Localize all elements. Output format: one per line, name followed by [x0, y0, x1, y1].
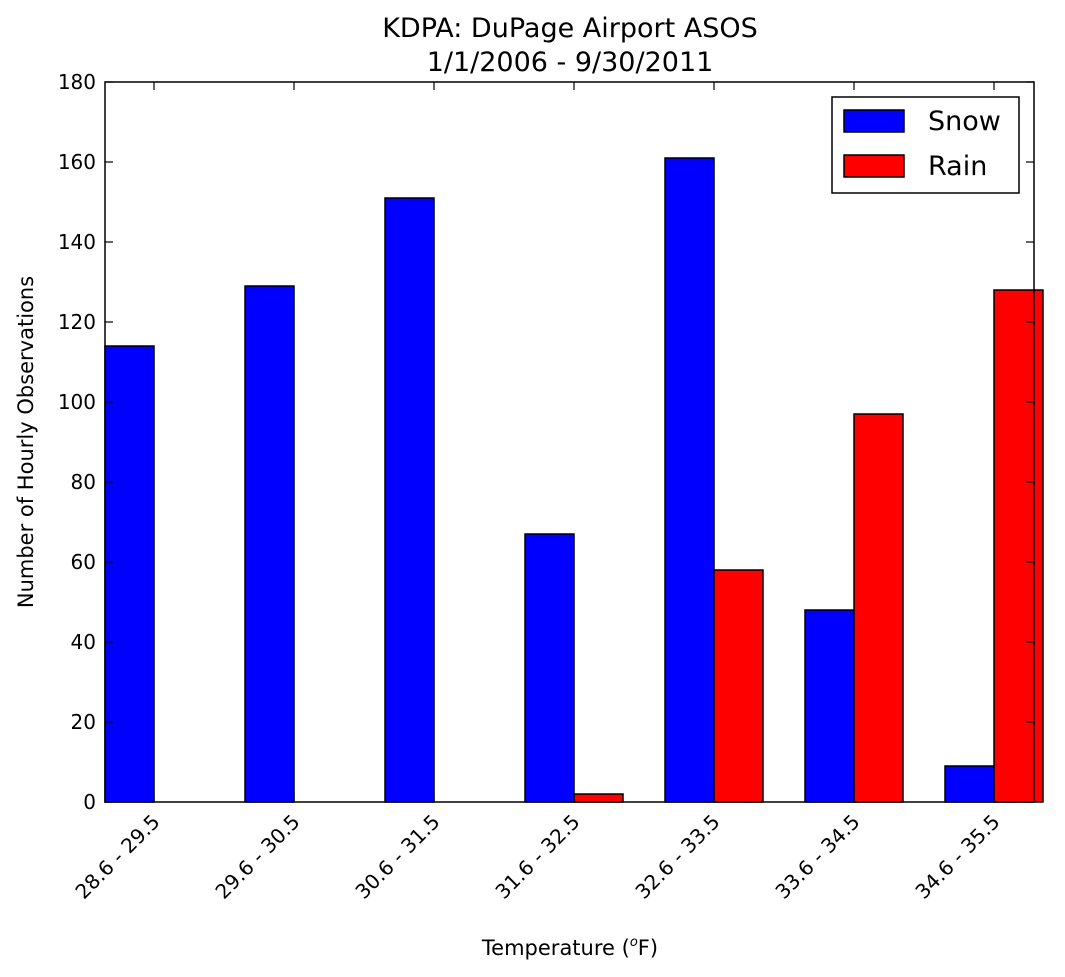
bar-snow-6 [944, 765, 995, 803]
bar-snow-5 [804, 609, 855, 803]
x-tick-label-1: 29.6 - 30.5 [210, 810, 304, 904]
x-axis-label-sup: o [630, 935, 638, 950]
x-tick-label-6: 34.6 - 35.5 [910, 810, 1004, 904]
y-axis-label: Number of Hourly Observations [14, 276, 38, 608]
plot-frame [104, 81, 1035, 803]
bar-rain-4 [713, 569, 764, 803]
y-tick-label-1: 20 [71, 710, 96, 734]
legend-label-rain: Rain [928, 151, 987, 182]
bars-layer [104, 157, 1044, 803]
legend-swatch-rain [843, 154, 905, 178]
x-tick-label-0: 28.6 - 29.5 [70, 810, 164, 904]
bar-snow-0 [104, 345, 155, 803]
y-tick-label-5: 100 [58, 390, 96, 414]
x-axis-label-unit: F) [638, 936, 658, 960]
bar-snow-2 [384, 197, 435, 803]
legend-label-snow: Snow [928, 106, 1001, 137]
y-tick-label-6: 120 [58, 310, 96, 334]
bar-snow-1 [244, 285, 295, 803]
bar-rain-3 [573, 793, 624, 803]
x-tick-label-2: 30.6 - 31.5 [350, 810, 444, 904]
bar-snow-3 [524, 533, 575, 803]
y-tick-label-8: 160 [58, 150, 96, 174]
x-tick-label-5: 33.6 - 34.5 [770, 810, 864, 904]
x-axis-label: Temperature (oF) [481, 935, 658, 960]
y-tick-label-3: 60 [71, 550, 96, 574]
chart-title: KDPA: DuPage Airport ASOS [382, 13, 758, 44]
y-tick-label-2: 40 [71, 630, 96, 654]
y-tick-label-4: 80 [71, 470, 96, 494]
x-axis-label-text: Temperature ( [481, 936, 630, 960]
x-tick-label-3: 31.6 - 32.5 [490, 810, 584, 904]
bar-snow-4 [664, 157, 715, 803]
chart-subtitle: 1/1/2006 - 9/30/2011 [427, 47, 714, 78]
legend: Snow Rain [831, 96, 1020, 194]
y-tick-label-0: 0 [83, 790, 96, 814]
bar-rain-5 [853, 413, 904, 803]
bar-rain-6 [993, 289, 1044, 803]
y-tick-label-7: 140 [58, 230, 96, 254]
legend-swatch-snow [843, 109, 905, 133]
x-tick-label-4: 32.6 - 33.5 [630, 810, 724, 904]
y-tick-label-9: 180 [58, 70, 96, 94]
